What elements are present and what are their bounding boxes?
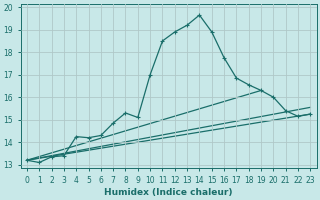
- X-axis label: Humidex (Indice chaleur): Humidex (Indice chaleur): [104, 188, 233, 197]
